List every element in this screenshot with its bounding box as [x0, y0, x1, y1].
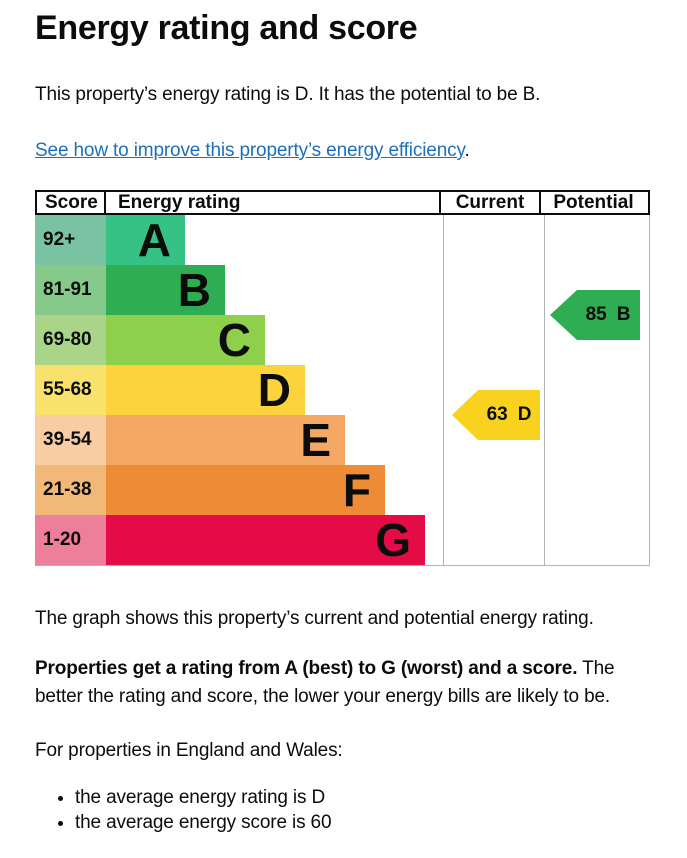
score-range-b: 81-91 [35, 265, 106, 315]
intro-text: This property’s energy rating is D. It h… [35, 84, 541, 105]
band-bar-d: D [106, 365, 305, 415]
rating-explanation: Properties get a rating from A (best) to… [35, 655, 652, 711]
link-suffix: . [464, 140, 470, 161]
band-bar-e: E [106, 415, 345, 465]
band-letter-e: E [300, 414, 331, 466]
average-rating-item: the average energy rating is D [75, 785, 652, 810]
score-range-f: 21-38 [35, 465, 106, 515]
potential-score: 85 [585, 304, 607, 325]
current-score: 63 [486, 404, 508, 425]
current-rating-label: 63 D [478, 390, 540, 440]
band-row-c: 69-80 C [35, 315, 650, 365]
chart-body: 92+ A 81-91 B 69-80 C 55-68 D 39-54 E 21… [35, 215, 650, 566]
band-letter-a: A [137, 214, 171, 266]
page: Energy rating and score This property’s … [0, 0, 687, 835]
band-bar-a: A [106, 215, 185, 265]
band-letter-d: D [257, 364, 291, 416]
band-letter-f: F [342, 464, 371, 516]
potential-band: B [616, 304, 631, 325]
averages-list: the average energy rating is D the avera… [35, 785, 652, 835]
band-row-a: 92+ A [35, 215, 650, 265]
energy-rating-chart: Score Energy rating Current Potential 92… [35, 190, 650, 566]
graph-caption: The graph shows this property’s current … [35, 608, 594, 629]
band-row-d: 55-68 D [35, 365, 650, 415]
band-row-f: 21-38 F [35, 465, 650, 515]
improve-link-paragraph: See how to improve this property’s energ… [35, 138, 652, 163]
band-row-g: 1-20 G [35, 515, 650, 565]
average-score-item: the average energy score is 60 [75, 810, 652, 835]
score-range-d: 55-68 [35, 365, 106, 415]
potential-rating-marker: 85 B [550, 290, 640, 340]
band-bar-c: C [106, 315, 265, 365]
current-rating-marker: 63 D [452, 390, 540, 440]
rating-explanation-bold: Properties get a rating from A (best) to… [35, 658, 578, 679]
band-letter-c: C [217, 314, 251, 366]
current-band: D [517, 404, 532, 425]
score-range-g: 1-20 [35, 515, 106, 565]
column-divider-current [443, 215, 444, 565]
rating-explanation-rest: The better the rating and score, the low… [35, 658, 615, 707]
chart-header-row: Score Energy rating Current Potential [35, 190, 650, 215]
band-bar-g: G [106, 515, 425, 565]
table-right-border [649, 215, 650, 565]
potential-rating-label: 85 B [576, 290, 640, 340]
header-current: Current [441, 192, 541, 213]
region-heading: For properties in England and Wales: [35, 740, 343, 761]
score-range-a: 92+ [35, 215, 106, 265]
score-range-e: 39-54 [35, 415, 106, 465]
band-letter-g: G [375, 514, 411, 566]
score-range-c: 69-80 [35, 315, 106, 365]
header-potential: Potential [553, 192, 634, 213]
header-energy-rating: Energy rating [106, 192, 441, 213]
current-rating-arrow-icon [452, 390, 540, 440]
page-title: Energy rating and score [35, 9, 418, 47]
header-score: Score [37, 192, 106, 213]
band-bar-f: F [106, 465, 385, 515]
band-bar-b: B [106, 265, 225, 315]
potential-rating-arrow-icon [550, 290, 640, 340]
band-letter-b: B [177, 264, 211, 316]
band-row-e: 39-54 E [35, 415, 650, 465]
column-divider-potential [544, 215, 545, 565]
band-row-b: 81-91 B [35, 265, 650, 315]
improve-efficiency-link[interactable]: See how to improve this property’s energ… [35, 140, 465, 161]
